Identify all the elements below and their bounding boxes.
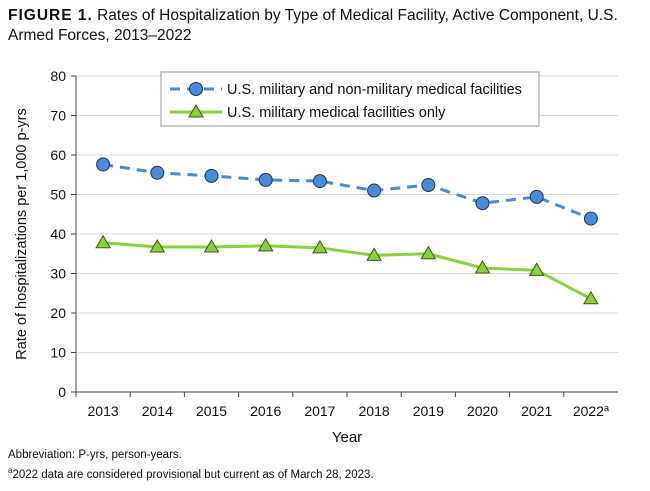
y-tick-label: 50: [50, 187, 66, 203]
data-point: [257, 237, 274, 252]
y-tick-label: 40: [50, 226, 66, 242]
x-tick-label: 2017: [304, 403, 335, 419]
data-point: [312, 174, 327, 189]
data-point: [367, 183, 382, 198]
y-tick-label: 0: [58, 384, 66, 400]
y-tick-label: 20: [50, 305, 66, 321]
data-point: [95, 234, 111, 249]
data-point: [583, 211, 598, 226]
note-marker: a: [8, 466, 13, 475]
data-point: [204, 168, 219, 183]
x-tick-label: 2019: [413, 403, 444, 419]
x-tick-label: 2022a: [573, 403, 609, 419]
data-point: [149, 239, 166, 253]
figure-title-text: Rates of Hospitalization by Type of Medi…: [8, 7, 618, 44]
y-tick-label: 30: [50, 266, 66, 282]
data-point: [203, 239, 220, 253]
data-point: [528, 262, 545, 276]
y-tick-label: 70: [50, 108, 66, 124]
data-point: [258, 172, 273, 187]
series-line-0: [102, 162, 592, 220]
y-axis-title: Rate of hospitalizations per 1,000 p-yrs: [14, 108, 30, 359]
data-point: [420, 245, 437, 260]
figure-title: FIGURE 1. Rates of Hospitalization by Ty…: [8, 6, 643, 46]
x-tick-label: 2020: [467, 403, 498, 419]
data-point: [366, 247, 382, 261]
series-line-1: [102, 241, 592, 301]
data-point: [583, 290, 599, 305]
data-point: [474, 259, 491, 274]
x-tick-label: 2016: [250, 403, 281, 419]
legend-marker: [188, 104, 204, 118]
figure-label: FIGURE 1.: [8, 7, 93, 24]
note-text: 2022 data are considered provisional but…: [12, 468, 374, 481]
x-axis-title: Year: [332, 429, 362, 446]
x-tick-label: 2014: [142, 403, 173, 419]
abbreviation-note: Abbreviation: P-yrs, person-years.: [8, 449, 182, 461]
data-point: [150, 165, 165, 180]
y-tick-label: 60: [50, 147, 66, 163]
x-tick-label: 2021: [521, 403, 552, 419]
x-tick-label: 2013: [88, 403, 119, 419]
legend-label: U.S. military and non-military medical f…: [227, 82, 522, 98]
x-tick-label: 2018: [359, 403, 390, 419]
legend-label: U.S. military medical facilities only: [227, 105, 446, 121]
data-point: [529, 189, 544, 204]
legend-marker: [189, 82, 203, 96]
provisional-note: a2022 data are considered provisional bu…: [8, 466, 374, 481]
x-tick-label: 2015: [196, 403, 227, 419]
y-tick-label: 80: [50, 68, 66, 84]
data-point: [96, 157, 111, 172]
legend-box: [160, 71, 540, 127]
data-point: [421, 178, 436, 193]
y-tick-label: 10: [50, 345, 66, 361]
data-point: [475, 196, 490, 211]
data-point: [312, 239, 328, 254]
